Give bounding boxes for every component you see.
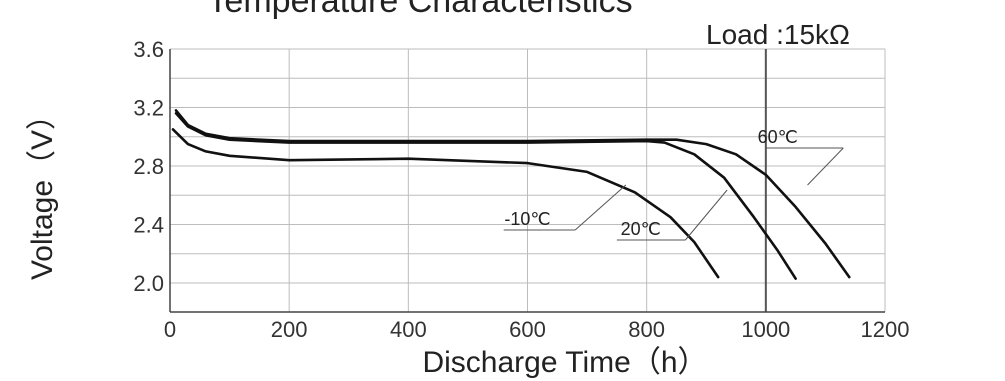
- series-label: 20℃: [621, 219, 661, 239]
- x-tick-label: 0: [164, 317, 176, 342]
- series-label: 60℃: [758, 127, 798, 147]
- x-tick-label: 800: [628, 317, 665, 342]
- x-tick-label: 200: [271, 317, 308, 342]
- series: [171, 109, 851, 280]
- x-tick-label: 600: [509, 317, 546, 342]
- grid: [170, 48, 886, 312]
- x-tick-label: 1200: [861, 317, 910, 342]
- x-axis-label: Discharge Time（h）: [422, 346, 707, 379]
- axes: [169, 49, 885, 313]
- x-tick-label: 1000: [741, 317, 790, 342]
- chart-title: Temperature Characteristics: [207, 0, 632, 20]
- series-labels: 60℃ 20℃ -10℃: [503, 127, 844, 241]
- x-tick-label: 400: [390, 317, 427, 342]
- y-tick-label: 3.2: [133, 96, 164, 121]
- series-line-1: [174, 112, 797, 280]
- y-tick-label: 2.0: [133, 271, 164, 296]
- series-label: -10℃: [504, 209, 550, 229]
- tick-labels: 2.0 2.4 2.8 3.2 3.6 0 200 400 600 800 1000 1200: [133, 37, 909, 342]
- series-line-2: [171, 128, 720, 279]
- load-annotation: Load :15kΩ: [706, 19, 850, 50]
- label-leader: [574, 184, 627, 231]
- y-tick-label: 3.6: [133, 37, 164, 62]
- y-axis-label: Voltage（V）: [26, 100, 59, 280]
- y-tick-label: 2.8: [133, 154, 164, 179]
- y-tick-label: 2.4: [133, 213, 164, 238]
- label-leader: [807, 147, 844, 186]
- series-line-0: [174, 109, 851, 279]
- label-leader: [685, 189, 728, 241]
